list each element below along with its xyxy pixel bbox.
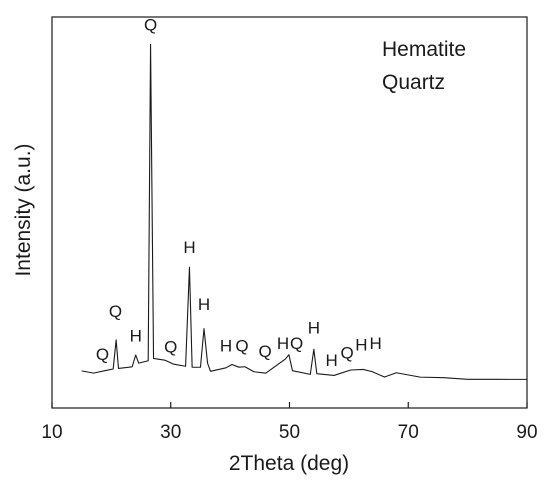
peak-label-hematite-12: H <box>308 319 320 338</box>
x-axis-ticks <box>51 402 528 408</box>
x-axis-title: 2Theta (deg) <box>229 452 349 475</box>
peak-label-quartz-9: Q <box>259 342 272 361</box>
x-tick-label-50: 50 <box>279 422 300 443</box>
x-tick-label-70: 70 <box>398 422 419 443</box>
legend-entry-quartz: Quartz <box>382 71 445 94</box>
x-tick-label-30: 30 <box>160 422 181 443</box>
y-axis-title: Intensity (a.u.) <box>12 143 35 276</box>
x-tick-label-10: 10 <box>41 422 62 443</box>
peak-label-quartz-0: Q <box>96 345 109 364</box>
peak-label-hematite-7: H <box>220 337 232 356</box>
x-tick-label-90: 90 <box>516 422 537 443</box>
peak-label-quartz-3: Q <box>144 15 157 34</box>
peak-label-quartz-8: Q <box>235 337 248 356</box>
peak-label-hematite-16: H <box>369 334 381 353</box>
peak-label-hematite-5: H <box>183 238 195 257</box>
peak-label-quartz-1: Q <box>109 302 122 321</box>
peak-label-hematite-6: H <box>198 295 210 314</box>
peak-label-hematite-13: H <box>326 351 338 370</box>
legend-entry-hematite: Hematite <box>382 38 466 61</box>
x-axis-tick-labels: 10 30 50 70 90 <box>41 422 537 443</box>
peak-label-hematite-2: H <box>130 327 142 346</box>
peak-label-quartz-14: Q <box>340 343 353 362</box>
peak-label-quartz-4: Q <box>164 337 177 356</box>
peak-label-quartz-11: Q <box>290 334 303 353</box>
peak-label-hematite-15: H <box>355 336 367 355</box>
xrd-pattern-line <box>81 43 528 380</box>
peak-label-hematite-10: H <box>277 334 289 353</box>
